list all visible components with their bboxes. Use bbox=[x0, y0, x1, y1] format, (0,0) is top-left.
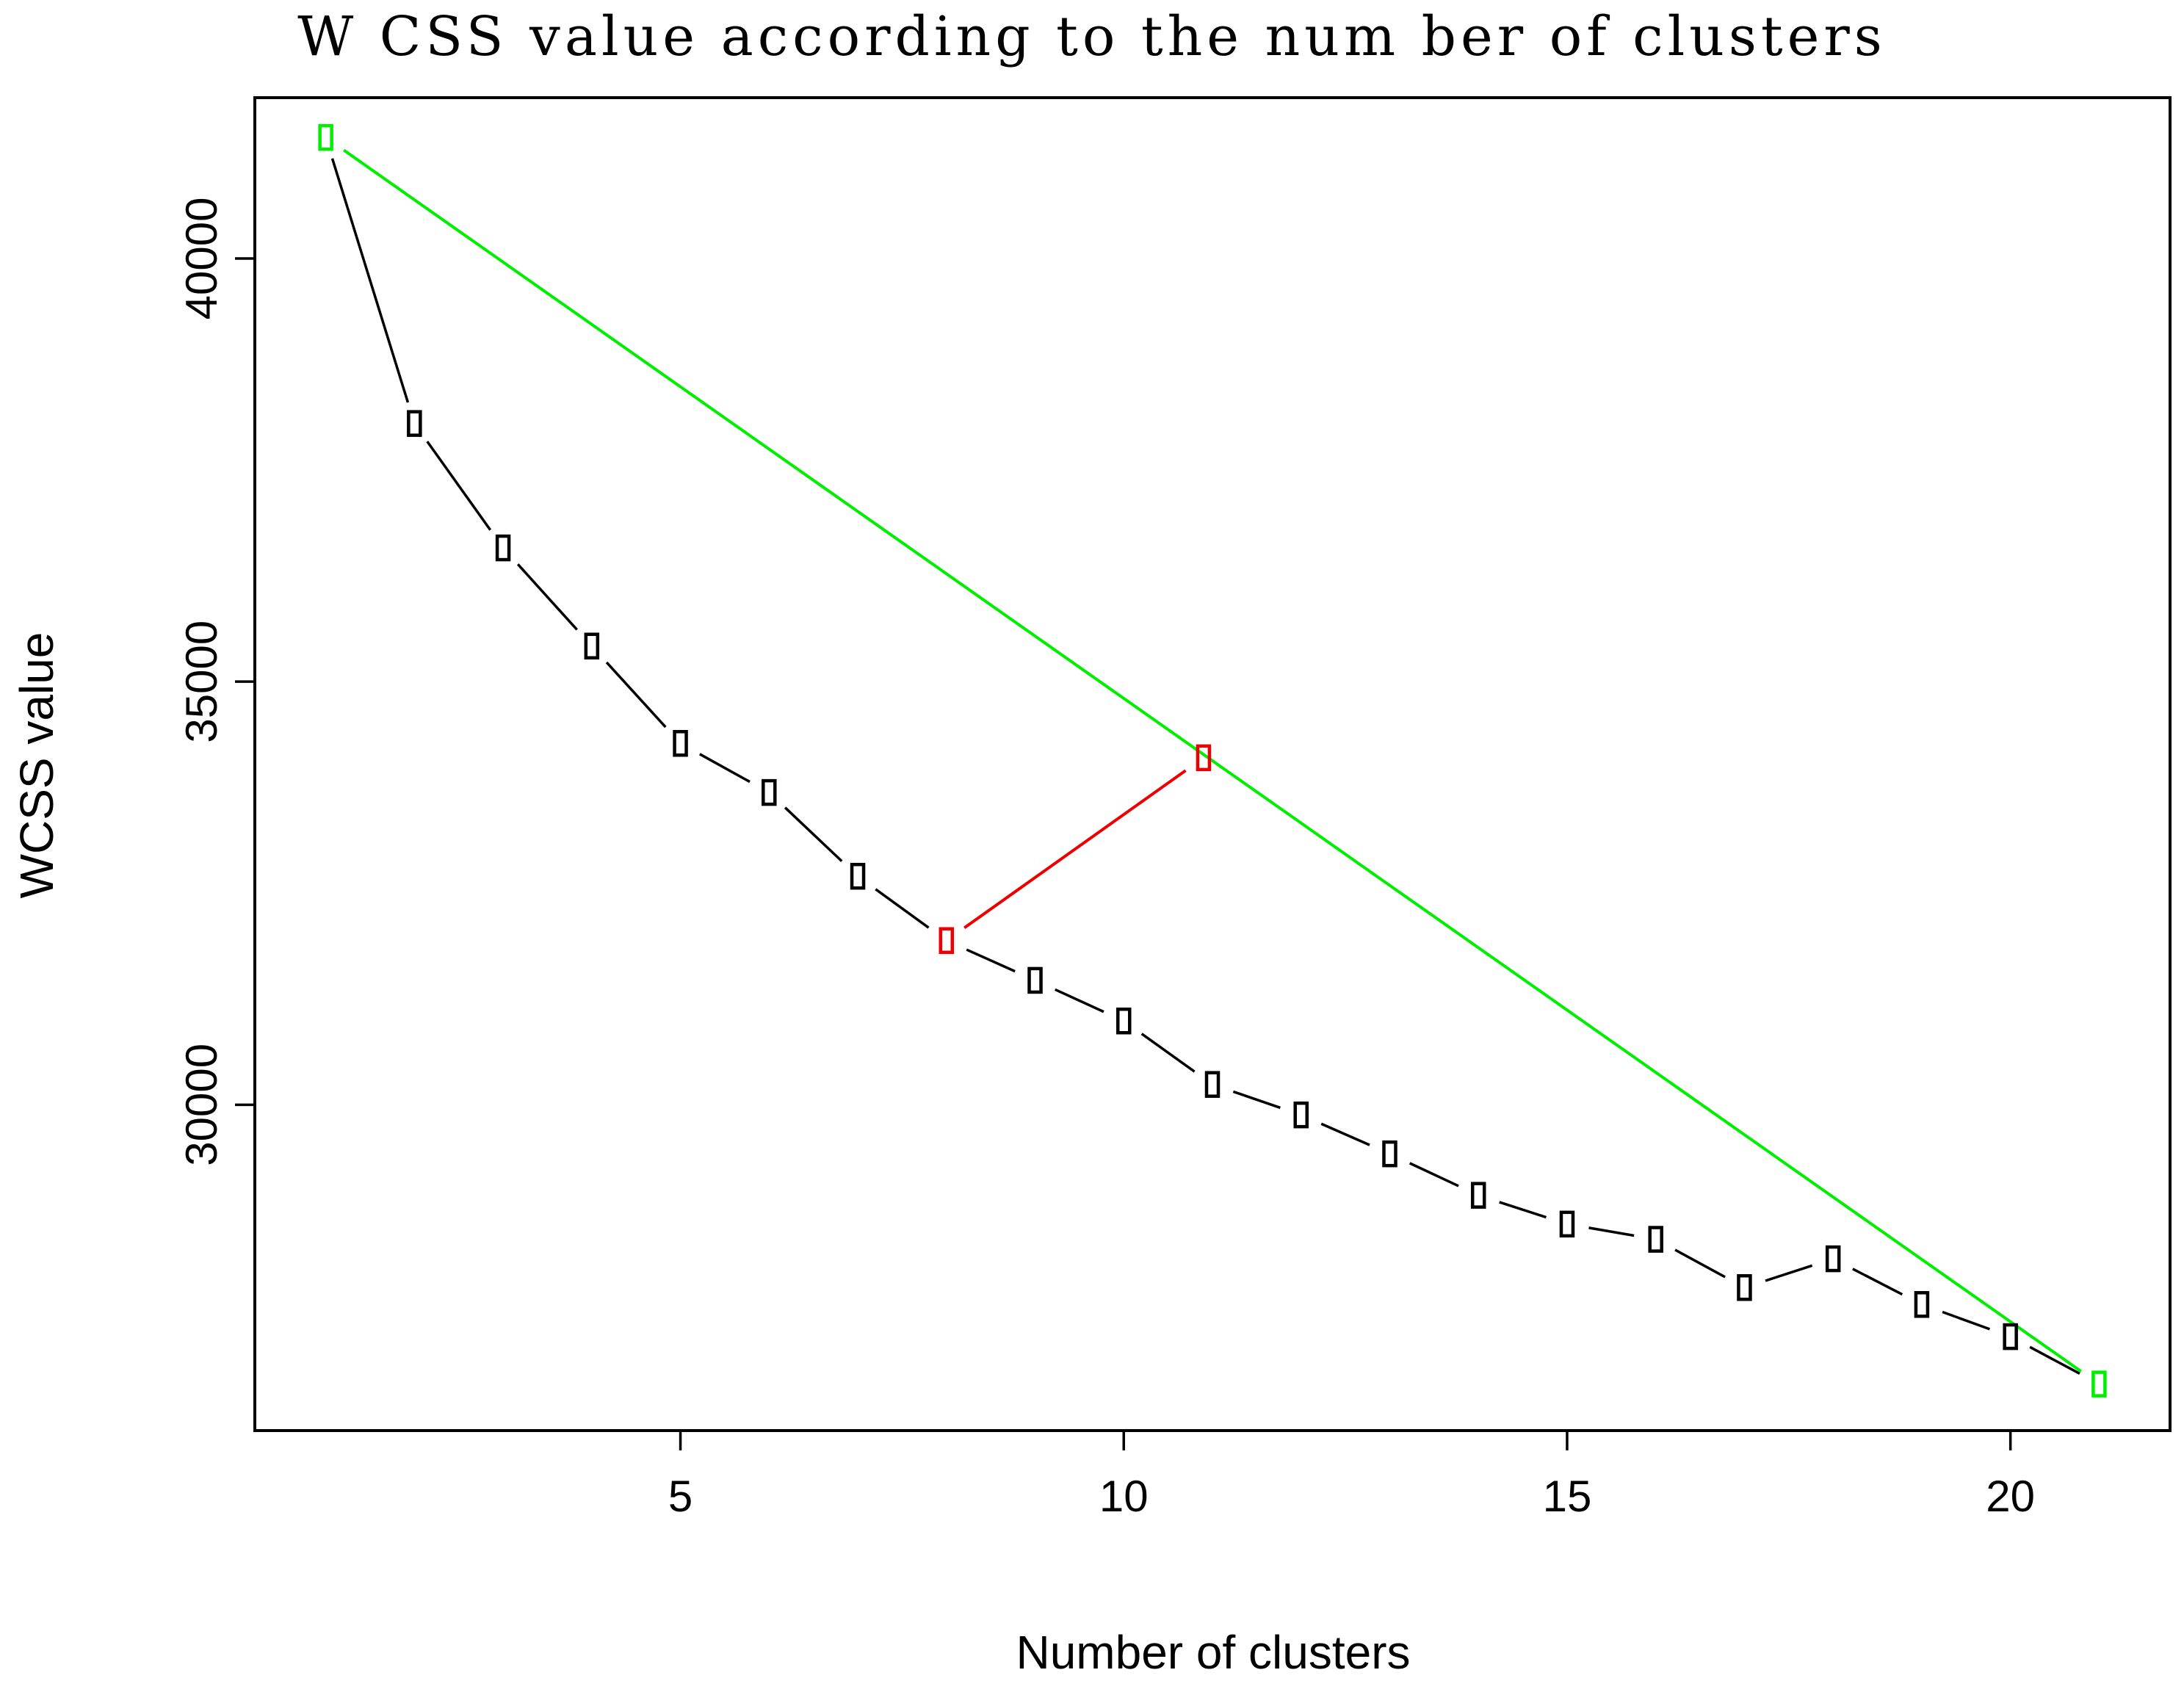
data-point bbox=[1382, 1140, 1397, 1168]
data-point bbox=[1737, 1273, 1752, 1301]
series-segment bbox=[605, 661, 667, 729]
data-point bbox=[1293, 1101, 1309, 1129]
data-point bbox=[495, 534, 511, 562]
x-tick-label: 20 bbox=[1986, 1472, 2035, 1521]
series-segment bbox=[1232, 1090, 1281, 1110]
series-segment bbox=[1499, 1201, 1547, 1219]
axes: 5 10 15 20 30000 35000 40000 bbox=[177, 96, 2172, 1521]
data-point bbox=[1825, 1245, 1841, 1273]
x-axis-label: Number of clusters bbox=[1016, 1626, 1410, 1679]
series-segment bbox=[1942, 1310, 1991, 1331]
y-tick-label: 40000 bbox=[177, 198, 226, 320]
series-segment bbox=[1140, 1033, 1196, 1073]
series-segment bbox=[784, 806, 843, 862]
data-point bbox=[1914, 1291, 1930, 1318]
data-point bbox=[1027, 966, 1043, 994]
data-point-endpoint bbox=[2091, 1370, 2107, 1398]
series-segment bbox=[1409, 1162, 1459, 1187]
data-point bbox=[2003, 1323, 2018, 1351]
data-point bbox=[1116, 1007, 1132, 1035]
series-segment bbox=[426, 441, 492, 531]
data-point bbox=[673, 730, 688, 757]
series-segment bbox=[330, 158, 410, 403]
series-segment bbox=[2029, 1345, 2080, 1375]
series-segment bbox=[516, 563, 579, 631]
chart-title: W CSS value according to the num ber of … bbox=[297, 5, 1887, 68]
perpendicular-segment bbox=[963, 769, 1187, 930]
data-point-elbow bbox=[939, 927, 955, 955]
series-segment bbox=[1674, 1248, 1726, 1279]
x-tick-label: 5 bbox=[668, 1472, 693, 1521]
series-segment bbox=[875, 888, 930, 929]
series-segment bbox=[1055, 988, 1104, 1013]
reference-line bbox=[342, 148, 2083, 1373]
series-segment bbox=[1320, 1122, 1370, 1146]
y-axis-label: WCSS value bbox=[10, 632, 63, 899]
y-tick-label: 30000 bbox=[177, 1044, 226, 1166]
data-point-endpoint bbox=[318, 123, 333, 151]
data-point bbox=[1204, 1071, 1221, 1098]
data-point bbox=[850, 862, 866, 890]
series-segment bbox=[1852, 1268, 1903, 1296]
plot-area bbox=[318, 123, 2107, 1398]
plot-frame bbox=[253, 96, 2172, 1432]
data-point bbox=[1648, 1226, 1663, 1253]
series-segment bbox=[1588, 1226, 1635, 1237]
data-point bbox=[1470, 1182, 1486, 1209]
series-segment bbox=[698, 753, 751, 784]
series-segment bbox=[966, 948, 1016, 973]
x-tick-label: 10 bbox=[1099, 1472, 1149, 1521]
data-point bbox=[762, 778, 777, 806]
data-point bbox=[584, 632, 600, 659]
data-point bbox=[1559, 1210, 1575, 1238]
perpendicular-foot-marker bbox=[1196, 744, 1212, 772]
x-tick-label: 15 bbox=[1543, 1472, 1592, 1521]
y-tick-label: 35000 bbox=[177, 621, 226, 743]
data-point bbox=[407, 410, 422, 437]
series-segment bbox=[1765, 1264, 1813, 1282]
